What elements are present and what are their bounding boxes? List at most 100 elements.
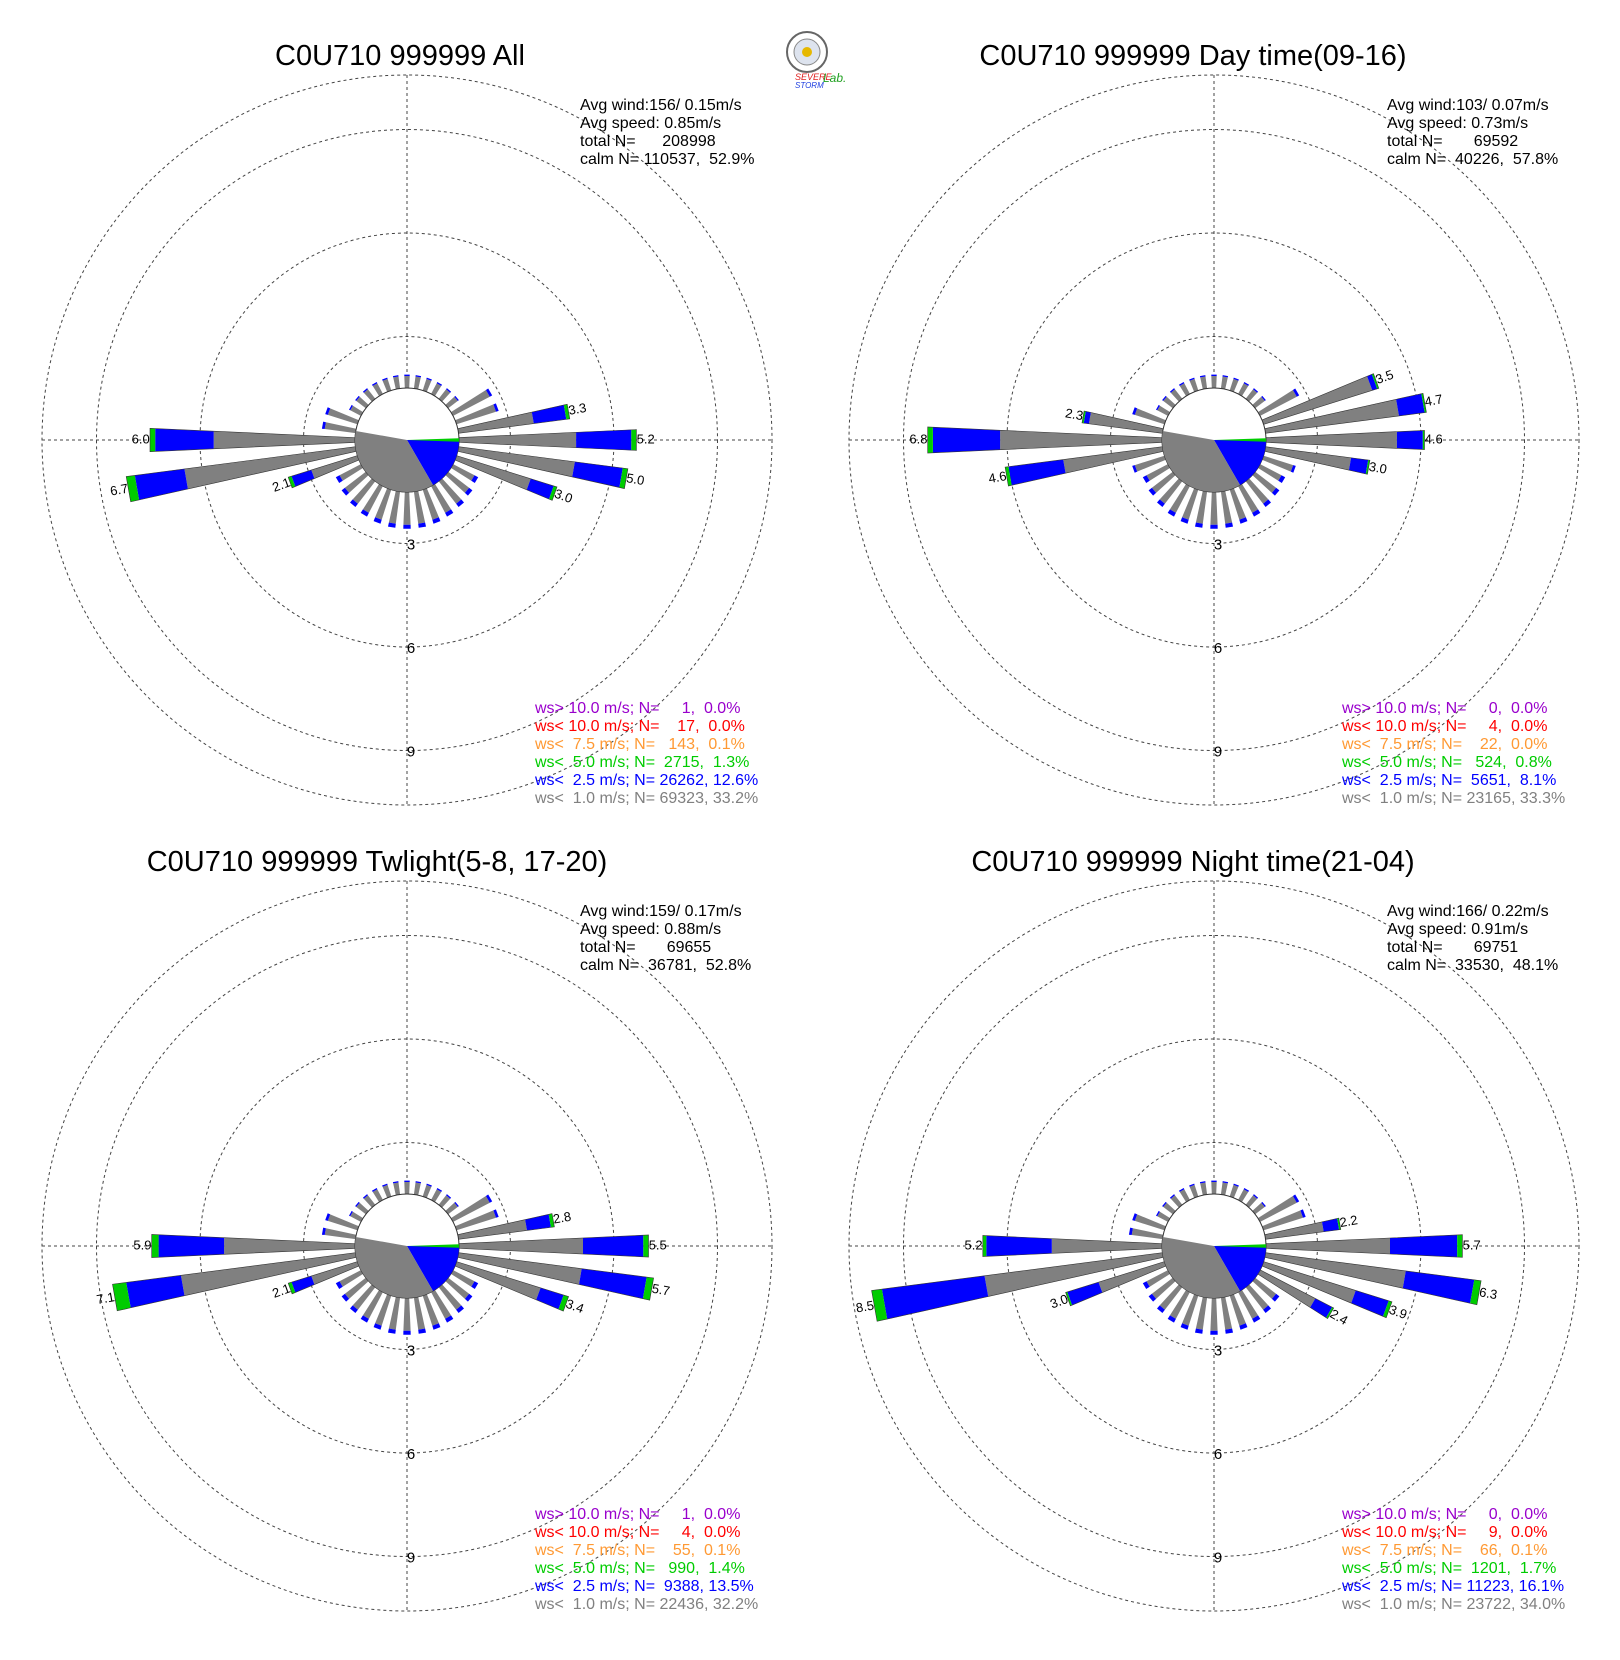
- petal-segment-lt-1: [438, 478, 462, 504]
- bar-segment-lt-1: [180, 1252, 357, 1296]
- petal-segment-lt-2-5: [415, 375, 422, 378]
- legend: ws> 10.0 m/s; N= 1, 0.0% ws< 10.0 m/s; N…: [534, 1506, 758, 1613]
- petal-segment-lt-1: [1151, 471, 1176, 493]
- petal-segment-lt-1: [450, 390, 490, 416]
- petal-segment-lt-2-5: [436, 382, 443, 386]
- petal-segment-lt-2-5: [404, 1180, 410, 1182]
- petal-segment-lt-2-5: [1162, 1201, 1167, 1207]
- petal-segment-lt-2-5: [1239, 517, 1248, 524]
- legend-ws-gt-10: ws> 10.0 m/s; N= 0, 0.0%: [1341, 1506, 1547, 1523]
- legend: ws> 10.0 m/s; N= 0, 0.0% ws< 10.0 m/s; N…: [1341, 1506, 1565, 1613]
- petal-segment-lt-2-5: [1148, 1293, 1157, 1302]
- petal-segment-lt-1: [1169, 1289, 1190, 1319]
- bar-value-label: 3.9: [1387, 1302, 1409, 1322]
- petal-segment-lt-2-5: [485, 1194, 493, 1203]
- bar-segment-lt-5: [1421, 393, 1427, 413]
- petal-segment-lt-1: [327, 1214, 359, 1231]
- bar-value-label: 5.2: [965, 1237, 983, 1252]
- petal-segment-lt-2-5: [1195, 1328, 1203, 1334]
- petal-segment-lt-1: [350, 405, 364, 416]
- calm-sector-lt-5: [407, 1244, 460, 1248]
- petal-segment-lt-1: [413, 1182, 421, 1196]
- ring-label: 6: [1214, 1446, 1222, 1463]
- petal-segment-lt-1: [1245, 1284, 1269, 1310]
- bar-segment-lt-1: [311, 1261, 359, 1285]
- petal-segment-lt-1: [1179, 383, 1190, 397]
- bar-segment-lt-5: [1337, 1218, 1341, 1230]
- petal-segment-lt-1: [362, 483, 383, 513]
- wind-rose-panel-all: C0U710 999999 All 3 6 9 3.3 5.2 5.0 3.0 2.1 6.7…: [41, 40, 773, 807]
- petal-segment-lt-1: [324, 422, 357, 434]
- petal-segment-lt-1: [339, 464, 364, 481]
- petal-segment-lt-1: [1245, 478, 1269, 504]
- petal-segment-lt-2-5: [1180, 517, 1189, 524]
- bar-segment-lt-1: [1257, 1269, 1316, 1308]
- petal-segment-lt-1: [413, 1296, 426, 1330]
- legend-ws-lt-7-5: ws< 7.5 m/s; N= 22, 0.0%: [1341, 736, 1547, 753]
- bar-segment-lt-2-5: [572, 461, 623, 488]
- petal-segment-lt-1: [1157, 405, 1171, 416]
- bar-segment-lt-5: [112, 1282, 131, 1311]
- petal-segment-lt-2-5: [1292, 1194, 1300, 1203]
- petal-segment-lt-2-5: [1252, 1315, 1261, 1323]
- petal-segment-lt-1: [388, 1296, 401, 1330]
- petal-segment-lt-1: [445, 1277, 470, 1299]
- petal-segment-lt-2-5: [1167, 1315, 1176, 1323]
- petal-segment-lt-2-5: [1300, 1209, 1306, 1218]
- bar-segment-lt-2-5: [1367, 374, 1378, 391]
- petal-segment-lt-2-5: [454, 1201, 459, 1207]
- bar-segment-lt-2-5: [526, 478, 554, 500]
- stat-avg-wind: Avg wind:166/ 0.22m/s: [1387, 903, 1549, 920]
- bar-segment-lt-1: [1264, 1252, 1406, 1289]
- petal-segment-lt-1: [1182, 488, 1199, 520]
- bar-segment-lt-5: [871, 1289, 888, 1322]
- logo-text-lab: Lab.: [823, 71, 846, 85]
- petal-segment-lt-2-5: [335, 1281, 343, 1289]
- bar-segment-lt-2-5: [536, 1287, 564, 1310]
- petal-segment-lt-2-5: [1261, 1201, 1266, 1207]
- bar-value-label: 5.7: [1463, 1237, 1481, 1252]
- petal-segment-lt-1: [352, 1284, 376, 1310]
- petal-segment-lt-2-5: [350, 499, 358, 507]
- petal-segment-lt-2-5: [1169, 1194, 1175, 1199]
- petal-segment-lt-1: [324, 1228, 357, 1240]
- petal-segment-lt-2-5: [373, 517, 382, 524]
- bar-segment-lt-5: [150, 428, 156, 452]
- bar-segment-lt-5: [631, 429, 637, 451]
- ring-label: 6: [407, 1446, 415, 1463]
- petal-segment-lt-2-5: [456, 499, 464, 507]
- bar-value-label: 6.8: [909, 431, 927, 446]
- petal-segment-lt-1: [1210, 1298, 1218, 1331]
- ring-label: 3: [1214, 537, 1222, 554]
- bars-group: 2.8 5.5 5.7 3.4 2.1 7.1 5.9: [95, 1180, 671, 1335]
- petal-segment-lt-1: [1229, 1184, 1239, 1198]
- bars-group: 3.3 5.2 5.0 3.0 2.1 6.7 6.0: [109, 374, 655, 529]
- petal-segment-lt-2-5: [1180, 1323, 1189, 1330]
- petal-segment-lt-2-5: [1292, 388, 1300, 397]
- petal-segment-lt-2-5: [456, 1305, 464, 1313]
- petal-segment-lt-1: [1238, 483, 1259, 513]
- calm-sector-lt-5: [407, 438, 460, 442]
- petal-segment-lt-1: [1159, 1284, 1183, 1310]
- petal-segment-lt-2-5: [403, 524, 411, 529]
- petal-segment-lt-2-5: [382, 377, 388, 381]
- petal-segment-lt-2-5: [1142, 475, 1150, 483]
- stat-avg-wind: Avg wind:103/ 0.07m/s: [1387, 97, 1549, 114]
- petal-segment-lt-1: [445, 396, 458, 409]
- ring-label: 9: [407, 744, 415, 761]
- petal-segment-lt-2-5: [1243, 1188, 1250, 1192]
- petal-segment-lt-2-5: [388, 522, 396, 528]
- petal-segment-lt-2-5: [1162, 395, 1167, 401]
- bar-segment-lt-2-5: [1310, 1298, 1333, 1318]
- bar-segment-lt-5: [1365, 460, 1370, 475]
- grid-ring: [96, 935, 718, 1557]
- bar-segment-lt-2-5: [583, 1235, 644, 1257]
- calm-sector-lt-1: [355, 431, 433, 492]
- panel-title: C0U710 999999 Twlight(5-8, 17-20): [147, 846, 608, 878]
- petal-segment-lt-1: [404, 1182, 410, 1194]
- legend-ws-lt-1: ws< 1.0 m/s; N= 23722, 34.0%: [1341, 1596, 1565, 1613]
- bar-segment-lt-1: [1264, 1221, 1324, 1240]
- bar-segment-lt-5: [1383, 1300, 1392, 1318]
- bar-segment-lt-5: [1422, 430, 1425, 450]
- bar-value-label: 2.1: [270, 1281, 292, 1301]
